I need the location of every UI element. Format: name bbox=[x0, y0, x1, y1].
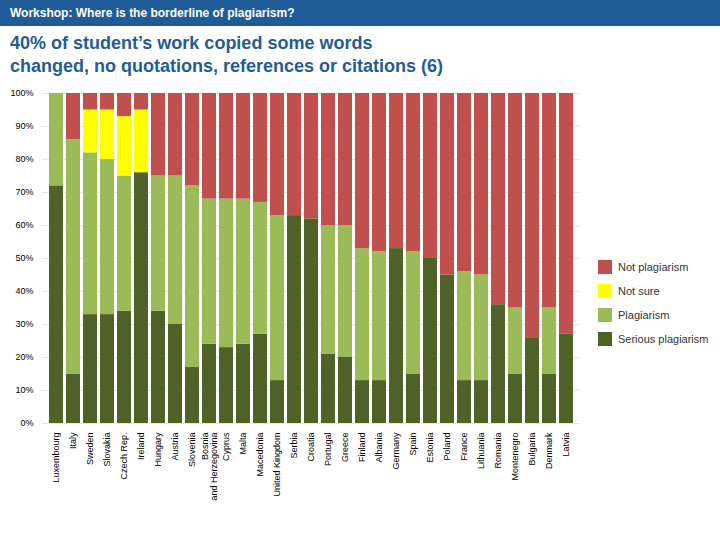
svg-text:Macedonia: Macedonia bbox=[255, 433, 265, 477]
svg-text:10%: 10% bbox=[15, 385, 33, 395]
svg-text:Luxembourg: Luxembourg bbox=[51, 433, 61, 483]
svg-text:Bulgaria: Bulgaria bbox=[527, 433, 537, 466]
html-text:Serious plagiarism: Serious plagiarism bbox=[618, 333, 709, 345]
svg-text:Poland: Poland bbox=[442, 433, 452, 461]
svg-text:Portugal: Portugal bbox=[323, 433, 333, 467]
html-text:Not plagiarism: Not plagiarism bbox=[618, 261, 689, 273]
svg-text:Albania: Albania bbox=[374, 433, 384, 463]
svg-text:20%: 20% bbox=[15, 352, 33, 362]
svg-text:Austria: Austria bbox=[170, 433, 180, 461]
svg-text:Romania: Romania bbox=[493, 433, 503, 469]
svg-text:Denmark: Denmark bbox=[544, 432, 554, 469]
svg-text:0%: 0% bbox=[20, 418, 33, 428]
svg-text:Malta: Malta bbox=[238, 433, 248, 455]
svg-text:90%: 90% bbox=[15, 121, 33, 131]
html-text:Not sure: Not sure bbox=[618, 285, 660, 297]
svg-text:Germany: Germany bbox=[391, 432, 401, 470]
svg-text:Greece: Greece bbox=[340, 433, 350, 463]
svg-text:Cyprus: Cyprus bbox=[221, 432, 231, 461]
svg-text:80%: 80% bbox=[15, 154, 33, 164]
svg-text:40%: 40% bbox=[15, 286, 33, 296]
svg-text:30%: 30% bbox=[15, 319, 33, 329]
html-text:Workshop: Where is the borderl: Workshop: Where is the borderline of pla… bbox=[10, 6, 295, 20]
svg-text:United Kingdom: United Kingdom bbox=[272, 433, 282, 497]
svg-text:Serbia: Serbia bbox=[289, 433, 299, 459]
html-text:40% of student’s work copied s: 40% of student’s work copied some words … bbox=[10, 33, 444, 76]
svg-text:Croatia: Croatia bbox=[306, 433, 316, 462]
svg-text:Slovakia: Slovakia bbox=[102, 433, 112, 467]
svg-text:Italy: Italy bbox=[68, 432, 78, 449]
svg-text:Slovenia: Slovenia bbox=[187, 433, 197, 468]
svg-text:Spain: Spain bbox=[408, 433, 418, 456]
svg-text:Czech Rep.: Czech Rep. bbox=[119, 433, 129, 480]
svg-text:70%: 70% bbox=[15, 187, 33, 197]
svg-text:France: France bbox=[459, 433, 469, 461]
svg-text:Latvia: Latvia bbox=[561, 433, 571, 457]
svg-text:60%: 60% bbox=[15, 220, 33, 230]
svg-text:Montenegro: Montenegro bbox=[510, 433, 520, 481]
svg-text:Hungary: Hungary bbox=[153, 432, 163, 467]
svg-text:Lithuania: Lithuania bbox=[476, 433, 486, 470]
html-text:Plagiarism: Plagiarism bbox=[618, 309, 670, 321]
svg-text:50%: 50% bbox=[15, 253, 33, 263]
svg-text:Bosniaand Herzegovina: Bosniaand Herzegovina bbox=[200, 433, 219, 501]
svg-text:Sweden: Sweden bbox=[85, 433, 95, 466]
svg-text:Estonia: Estonia bbox=[425, 433, 435, 463]
svg-text:Ireland: Ireland bbox=[136, 433, 146, 461]
svg-text:Finland: Finland bbox=[357, 433, 367, 463]
svg-text:100%: 100% bbox=[10, 88, 33, 98]
